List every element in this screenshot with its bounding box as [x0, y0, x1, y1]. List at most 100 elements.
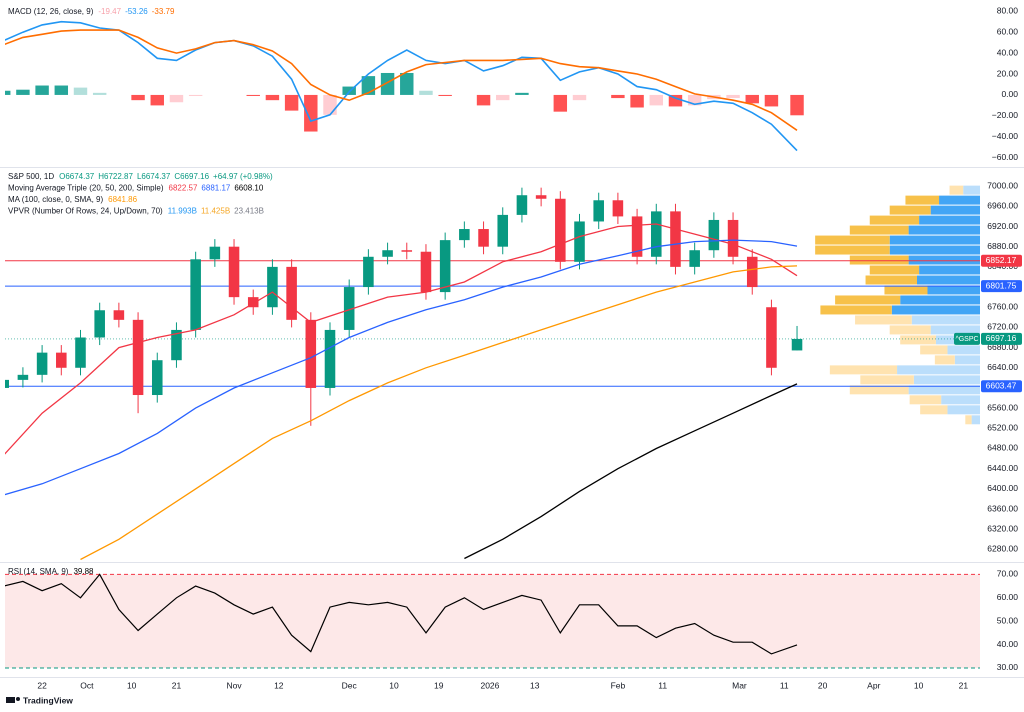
histogram-bar	[496, 94, 510, 101]
volume-profile-down	[900, 335, 936, 345]
x-tick-label: 13	[530, 680, 540, 690]
candle-body	[574, 221, 585, 262]
candle-body	[247, 297, 259, 308]
histogram-bar	[726, 94, 740, 99]
volume-profile-up	[891, 305, 980, 315]
histogram-bar	[188, 94, 203, 96]
candle-body	[516, 195, 528, 215]
legend-title: MA (100, close, 0, SMA, 9)	[8, 195, 103, 204]
histogram-bar	[92, 92, 107, 95]
volume-profile-down	[835, 295, 901, 305]
volume-profile-down	[820, 305, 892, 315]
y-tick-label: 6320.00	[987, 523, 1018, 533]
candle-body	[113, 310, 125, 320]
x-tick-label: 10	[127, 680, 137, 690]
x-tick-label: 21	[959, 680, 969, 690]
candle-body	[727, 219, 739, 257]
x-tick-label: 12	[274, 680, 284, 690]
x-tick-label: 22	[37, 680, 47, 690]
axis: 70.00 60.00 50.00 40.00 30.00 22 Oct 10 21 Nov 12 D…	[37, 569, 1018, 691]
x-tick-label: Mar	[732, 680, 747, 690]
volume-profile-up	[900, 295, 980, 305]
volume-profile-up	[897, 365, 980, 375]
volume-profile-up	[908, 255, 980, 265]
price-tag-label: 6801.75	[986, 280, 1017, 290]
moving-average	[5, 223, 798, 455]
candle-body	[382, 250, 393, 257]
y-tick-label: 60.00	[997, 592, 1019, 602]
histogram-bar	[572, 94, 587, 101]
logo-mark	[6, 697, 15, 703]
candle-body	[75, 337, 86, 368]
y-tick-label: 60.00	[997, 26, 1019, 36]
candle-body	[36, 352, 48, 375]
histogram-bar	[246, 94, 260, 96]
brand: TradingView	[23, 695, 73, 705]
candle-body	[94, 310, 105, 338]
legend-value: 11.425B	[201, 207, 230, 216]
histogram-bar	[54, 85, 69, 95]
volume-profile-up	[889, 235, 980, 245]
histogram-bar	[16, 89, 30, 95]
candle-body	[324, 329, 336, 388]
candle-body	[497, 214, 509, 247]
macd-line	[5, 20, 798, 152]
candle-body	[689, 250, 700, 267]
x-tick-label: Feb	[611, 680, 626, 690]
pane	[5, 573, 980, 669]
volume-profile-up	[919, 265, 980, 275]
y-tick-label: 6440.00	[987, 463, 1018, 473]
volume-profile-down	[855, 315, 912, 325]
histogram-bar	[265, 94, 280, 101]
histogram-bar	[169, 94, 184, 103]
legend-value: 39.88	[73, 567, 94, 576]
y-tick-label: 0.00	[1001, 89, 1018, 99]
price-tag	[981, 280, 1022, 293]
histogram-bar	[304, 94, 318, 132]
candle-body	[420, 251, 432, 293]
volume-profile-down	[965, 415, 972, 425]
axis: 7000.006960.006920.006880.006840.006800.…	[954, 180, 1022, 554]
y-tick-label: 6520.00	[987, 423, 1018, 433]
volume-profile-down	[909, 395, 942, 405]
moving-average	[5, 239, 798, 496]
y-tick-label: 6560.00	[987, 402, 1018, 412]
histogram-bar	[745, 94, 759, 104]
x-tick-label: 21	[172, 680, 182, 690]
y-tick-label: 6640.00	[987, 362, 1018, 372]
candle-body	[708, 219, 720, 251]
candle-body	[209, 246, 221, 260]
candle-body	[171, 329, 182, 361]
volume-profile-down	[934, 355, 955, 365]
price-tag-label: 6697.16	[986, 333, 1017, 343]
candle-body	[132, 319, 144, 396]
legend-title: S&P 500, 1D	[8, 172, 54, 181]
symbol-tag-label: ^GSPC	[955, 336, 978, 343]
volume-profile-down	[869, 265, 920, 275]
x-tick-label: 2026	[480, 680, 499, 690]
volume-profile-up	[911, 315, 980, 325]
price-tag	[981, 254, 1022, 267]
legend-value: -19.47	[98, 7, 121, 16]
y-tick-label: −40.00	[992, 131, 1019, 141]
legend-title: MACD (12, 26, close, 9)	[8, 7, 94, 16]
legend-value: 11.993B	[168, 207, 197, 216]
y-tick-label: 6480.00	[987, 443, 1018, 453]
candle-body	[228, 246, 240, 298]
legend-title: VPVR (Number Of Rows, 24, Up/Down, 70)	[8, 207, 163, 216]
volume-profile-down	[829, 365, 898, 375]
candle-body	[401, 250, 413, 252]
volume-profile-up	[930, 205, 980, 215]
candle-body	[267, 266, 278, 308]
histogram-bar	[630, 94, 644, 108]
x-tick-label: Oct	[80, 680, 94, 690]
histogram-bar	[150, 94, 164, 106]
y-tick-label: 30.00	[997, 662, 1019, 672]
volume-profile-up	[971, 415, 980, 425]
y-tick-label: 6880.00	[987, 241, 1018, 251]
candle-body	[670, 211, 681, 267]
legend-value: O6674.37	[59, 172, 95, 181]
volume-profile-down	[815, 245, 890, 255]
x-tick-label: 11	[658, 680, 667, 690]
candle-body	[56, 352, 67, 368]
